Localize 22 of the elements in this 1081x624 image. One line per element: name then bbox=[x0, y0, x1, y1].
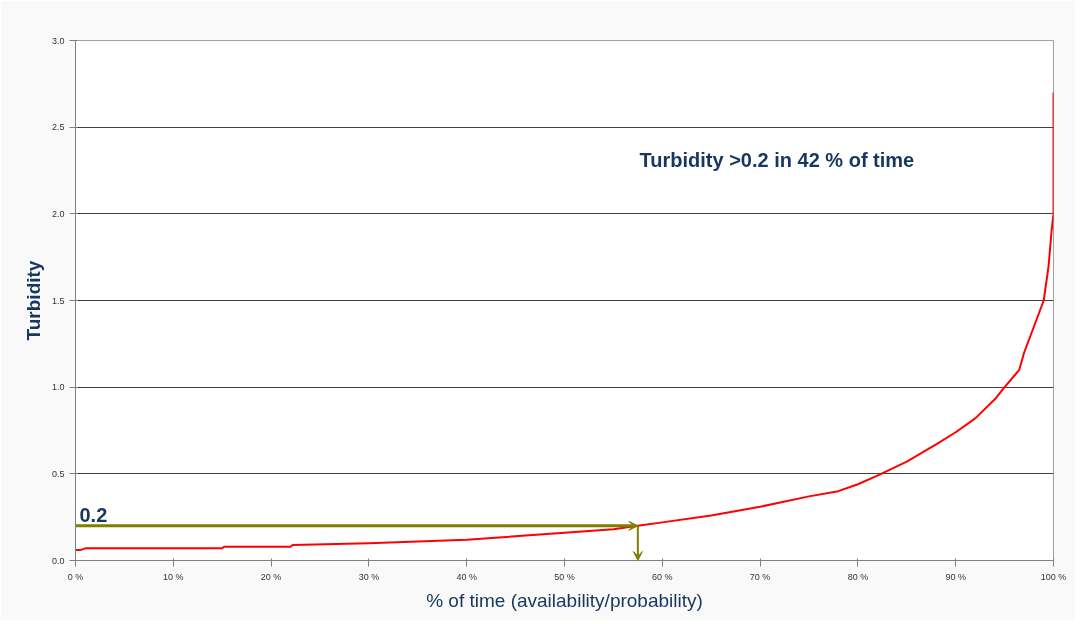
x-tick-label: 20 % bbox=[260, 571, 282, 582]
y-tick-label: 3.0 bbox=[51, 35, 65, 46]
x-axis-title: % of time (availability/probability) bbox=[426, 589, 703, 611]
x-tick-label: 10 % bbox=[163, 571, 184, 582]
y-tick-label: 2.0 bbox=[51, 208, 65, 219]
y-tick-label: 0.0 bbox=[51, 555, 65, 566]
x-tick-label: 70 % bbox=[749, 571, 771, 582]
x-tick-label: 30 % bbox=[358, 571, 380, 582]
x-tick-label: 60 % bbox=[652, 571, 673, 582]
y-axis-title: Turbidity bbox=[22, 260, 44, 341]
annotation: Turbidity >0.2 in 42 % of time bbox=[639, 149, 915, 172]
y-tick-label: 0.5 bbox=[51, 468, 65, 479]
x-tick-label: 90 % bbox=[945, 571, 966, 582]
y-tick-label: 1.5 bbox=[51, 295, 65, 306]
y-tick-label: 2.5 bbox=[51, 122, 65, 133]
y-tick-label: 1.0 bbox=[51, 382, 65, 393]
x-tick-label: 100 % bbox=[1040, 571, 1067, 582]
ref-line-label: 0.2 bbox=[79, 503, 108, 526]
x-tick-label: 80 % bbox=[847, 571, 869, 582]
x-tick-label: 40 % bbox=[456, 571, 477, 582]
x-tick-label: 0 % bbox=[67, 571, 84, 582]
x-tick-label: 50 % bbox=[554, 571, 575, 582]
